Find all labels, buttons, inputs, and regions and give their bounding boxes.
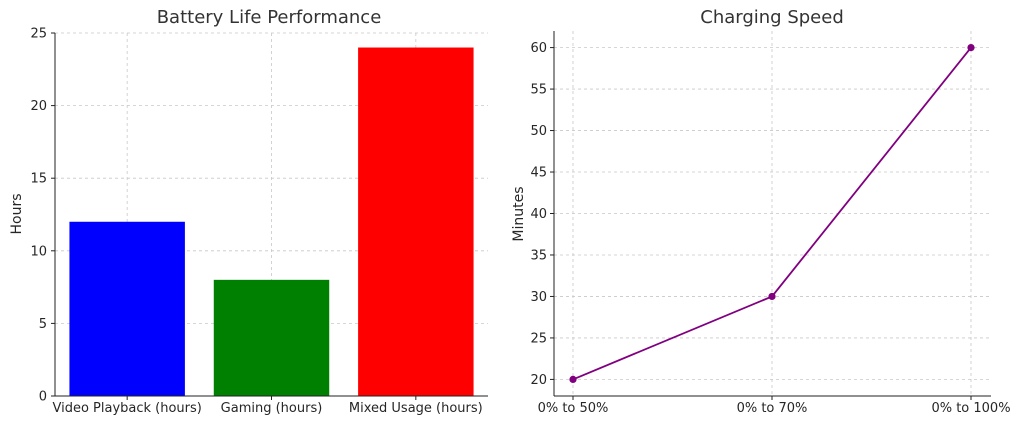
charging-speed-point-2 — [768, 292, 776, 301]
bar-chart-y-tick-label: 20 — [30, 99, 47, 114]
line-chart-y-tick-label: 25 — [530, 331, 547, 346]
bar-chart-x-ticks: Video Playback (hours) Gaming (hours) Mixe… — [52, 396, 483, 416]
bar-chart-y-ticks: 0 5 10 15 20 25 — [30, 27, 55, 405]
bar-chart-y-tick-label: 15 — [30, 172, 47, 187]
bar-3 — [358, 47, 474, 397]
line-chart-series — [569, 43, 975, 384]
line-chart-y-axis-label: Minutes — [511, 186, 527, 241]
bar-chart-bars — [69, 47, 474, 397]
line-chart-x-tick-label: 0% to 70% — [737, 401, 808, 416]
line-chart-y-tick-label: 50 — [530, 124, 547, 139]
line-chart-x-tick-label: 0% to 100% — [931, 401, 1010, 416]
line-chart-y-tick-label: 30 — [530, 290, 547, 305]
charging-speed-point-3 — [967, 43, 975, 52]
line-chart-y-tick-label: 55 — [530, 83, 547, 98]
line-chart-y-tick-label: 40 — [530, 207, 547, 222]
bar-chart-y-tick-label: 0 — [39, 390, 47, 405]
line-chart-y-ticks: 20 25 30 35 40 45 50 55 60 — [530, 41, 554, 388]
line-chart-y-tick-label: 20 — [530, 373, 547, 388]
line-chart-y-tick-label: 60 — [530, 41, 547, 56]
bar-chart-spines — [54, 33, 488, 397]
bar-chart-y-tick-label: 10 — [30, 244, 47, 259]
bar-1 — [69, 221, 185, 396]
bar-2 — [213, 279, 330, 396]
line-chart-x-tick-label: 0% to 50% — [538, 401, 609, 416]
line-chart-spines — [553, 31, 991, 397]
battery-life-chart: 0 5 10 15 20 25 Video Playback (hours) Gaming … — [9, 7, 488, 416]
line-chart-title: Charging Speed — [700, 7, 844, 28]
bar-chart-y-axis-label: Hours — [9, 193, 25, 234]
line-chart-y-tick-label: 35 — [530, 248, 547, 263]
bar-chart-title: Battery Life Performance — [157, 7, 382, 28]
line-chart-x-ticks: 0% to 50% 0% to 70% 0% to 100% — [538, 396, 1011, 416]
bar-chart-y-tick-label: 5 — [39, 317, 47, 332]
bar-chart-x-tick-label: Video Playback (hours) — [52, 401, 201, 416]
line-chart-y-tick-label: 45 — [530, 166, 547, 181]
line-chart-gridlines — [554, 31, 991, 396]
bar-chart-x-tick-label: Gaming (hours) — [221, 401, 323, 416]
bar-chart-x-tick-label: Mixed Usage (hours) — [349, 401, 483, 416]
bar-chart-y-tick-label: 25 — [30, 27, 47, 42]
charging-speed-point-1 — [569, 375, 577, 384]
